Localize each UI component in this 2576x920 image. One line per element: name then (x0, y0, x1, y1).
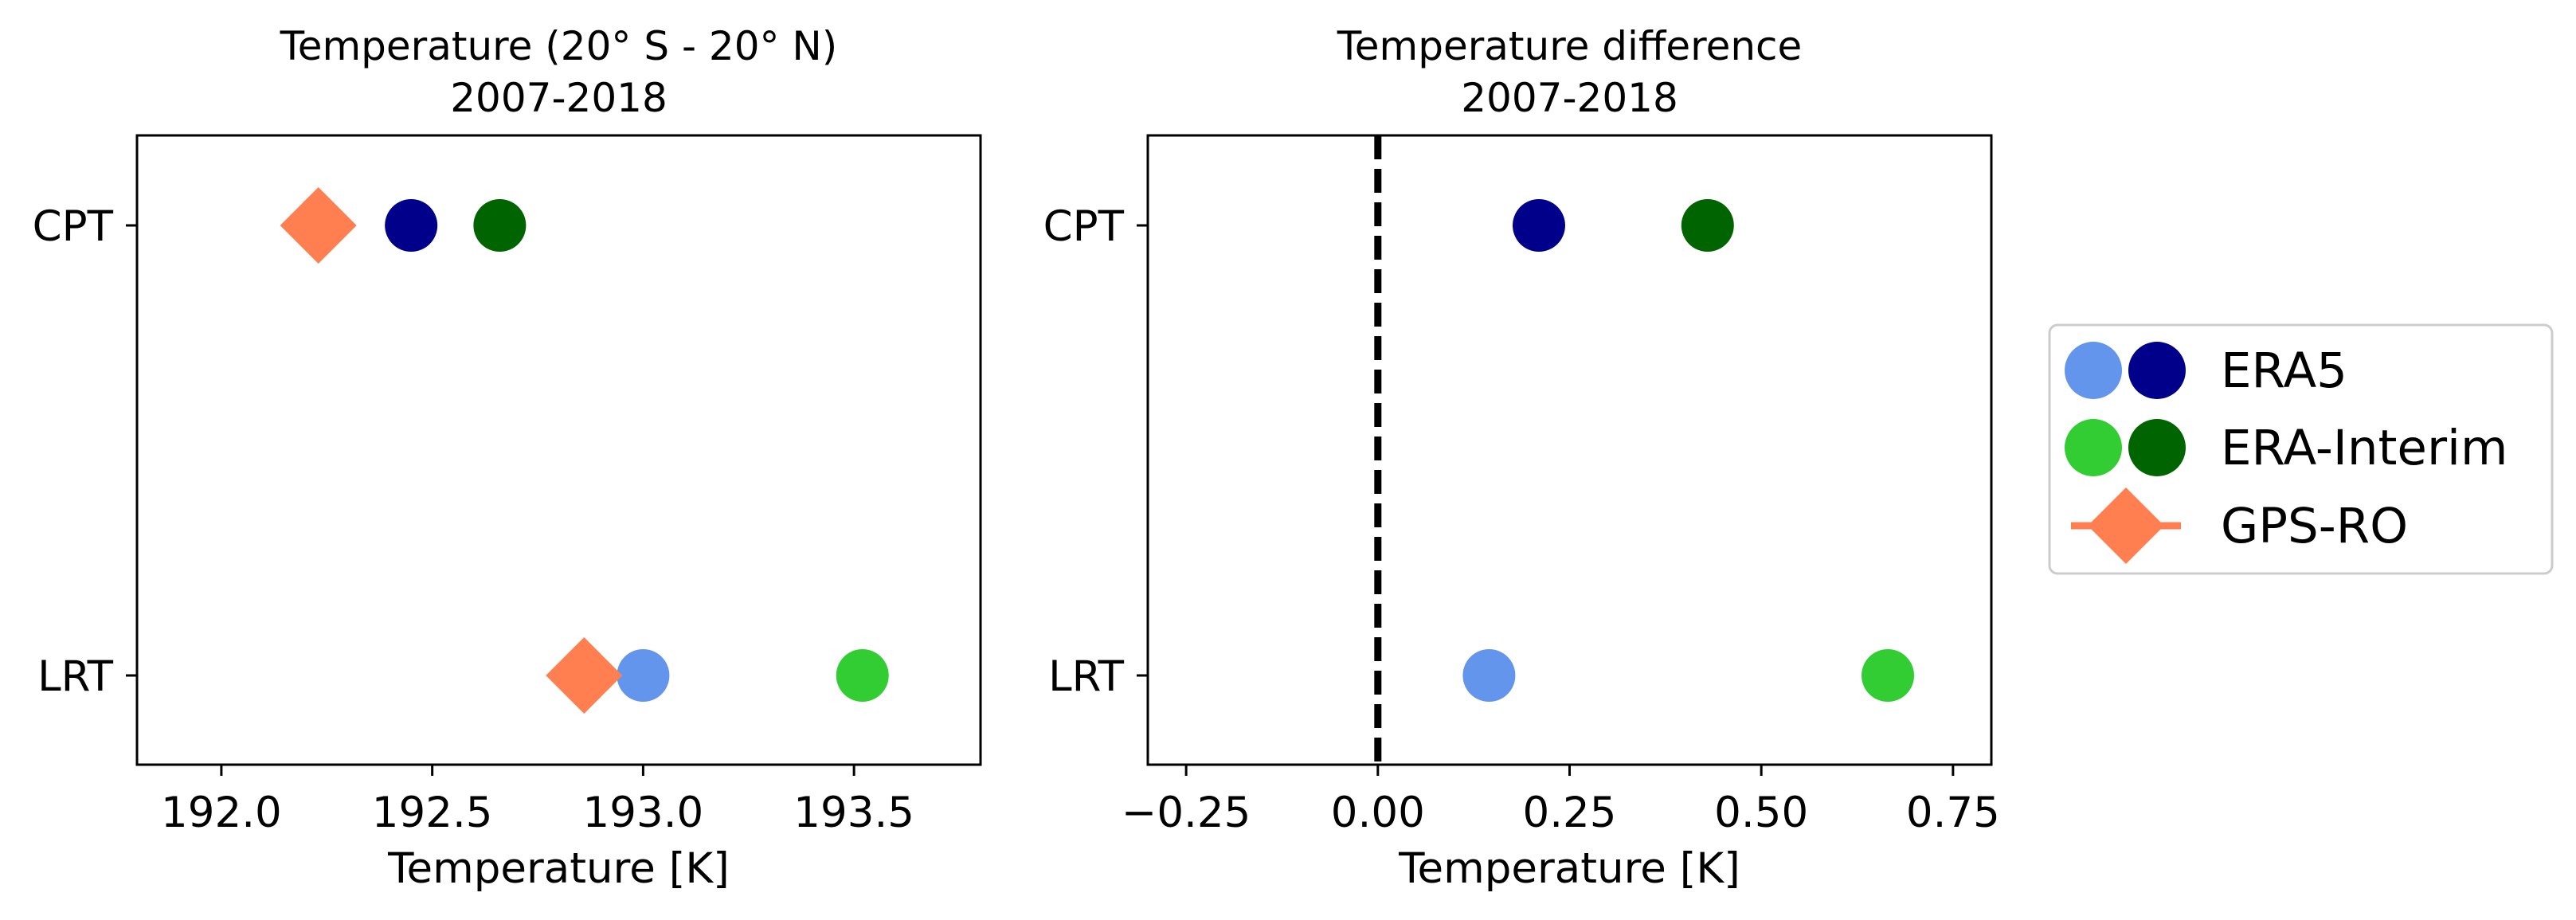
era-interim-cpt-point (1681, 199, 1734, 252)
panel-temperature-difference: Temperature difference 2007-2018 −0.25 0.00… (1043, 23, 2000, 893)
x-axis-label: Temperature [K] (387, 844, 730, 893)
y-tick-label: CPT (33, 202, 114, 251)
x-tick-label: −0.25 (1122, 789, 1251, 837)
x-tick-label: 192.5 (372, 789, 493, 837)
legend: ERA5 ERA-Interim GPS-RO (2048, 323, 2554, 575)
x-tick-label: 193.5 (793, 789, 914, 837)
era-interim-lrt-point (1862, 649, 1915, 702)
x-tick-label: 0.00 (1331, 789, 1425, 837)
era5-cpt-point (1512, 199, 1565, 252)
chart-subtitle: 2007-2018 (1461, 75, 1678, 121)
legend-era-interim-marker-dark (2128, 419, 2186, 476)
x-tick-label: 0.25 (1522, 789, 1616, 837)
legend-era-interim-marker-light (2065, 419, 2122, 476)
plot-frame (1146, 134, 1993, 766)
legend-era-interim-label: ERA-Interim (2221, 420, 2507, 476)
y-tick-label: LRT (1048, 652, 1124, 701)
y-tick-label: CPT (1043, 202, 1125, 251)
y-tick-label: LRT (37, 652, 113, 701)
era-interim-cpt-point (473, 199, 527, 252)
x-tick-label: 0.50 (1714, 789, 1808, 837)
legend-gps-ro-marker (2088, 487, 2164, 564)
chart-subtitle: 2007-2018 (450, 75, 667, 121)
plot-frame (135, 134, 982, 766)
era5-cpt-point (385, 199, 438, 252)
x-axis-label: Temperature [K] (1398, 844, 1740, 893)
legend-era5-marker-light (2065, 342, 2122, 399)
era5-lrt-point (1462, 649, 1516, 702)
legend-gps-ro-label: GPS-RO (2221, 498, 2408, 554)
era-interim-lrt-point (836, 649, 889, 702)
era5-lrt-point (617, 649, 670, 702)
legend-era5-label: ERA5 (2221, 343, 2347, 399)
panel-absolute-temperature: Temperature (20° S - 20° N) 2007-2018 192.… (33, 23, 982, 893)
x-tick-label: 0.75 (1906, 789, 2000, 837)
gps-ro-cpt-point (280, 187, 357, 264)
legend-era5-marker-dark (2128, 342, 2186, 399)
x-tick-label: 193.0 (583, 789, 704, 837)
chart-title: Temperature (20° S - 20° N) (280, 23, 838, 69)
gps-ro-lrt-point (546, 637, 623, 714)
chart-title: Temperature difference (1337, 23, 1803, 69)
x-tick-label: 192.0 (161, 789, 282, 837)
